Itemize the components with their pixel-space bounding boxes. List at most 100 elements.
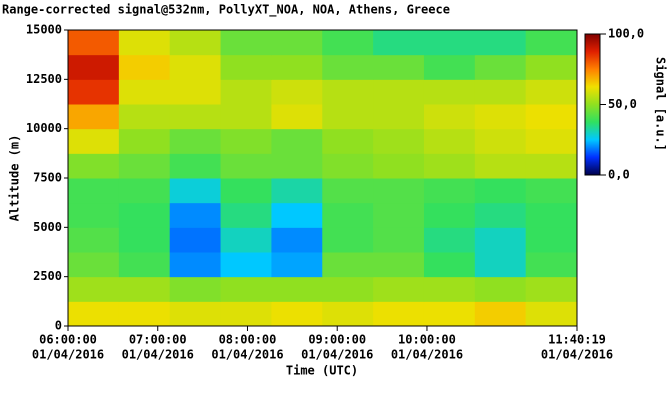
x-tick-label: 08:00:00 bbox=[219, 333, 277, 347]
heatmap-cell bbox=[271, 301, 323, 327]
heatmap-cell bbox=[322, 301, 374, 327]
heatmap-cell bbox=[474, 202, 527, 228]
y-tick-label: 12500 bbox=[26, 72, 62, 86]
heatmap-cell bbox=[68, 153, 120, 179]
heatmap-cell bbox=[169, 79, 222, 105]
heatmap-cell bbox=[373, 128, 425, 154]
heatmap-cell bbox=[118, 227, 171, 253]
heatmap-cell bbox=[322, 202, 374, 228]
heatmap-cell bbox=[322, 153, 374, 179]
heatmap-cell bbox=[322, 178, 374, 204]
heatmap-cell bbox=[474, 104, 527, 130]
x-tick-label: 10:00:00 bbox=[398, 333, 456, 347]
heatmap-cell bbox=[118, 252, 171, 278]
heatmap-cell bbox=[525, 178, 578, 204]
heatmap-cell bbox=[118, 54, 171, 80]
heatmap-cell bbox=[271, 54, 323, 80]
heatmap-cell bbox=[423, 153, 476, 179]
heatmap-cell bbox=[373, 301, 425, 327]
colorbar bbox=[584, 33, 601, 176]
heatmap-cell bbox=[423, 128, 476, 154]
heatmap-cell bbox=[118, 128, 171, 154]
heatmap-cell bbox=[220, 54, 272, 80]
heatmap-cell bbox=[474, 227, 527, 253]
heatmap-cell bbox=[474, 30, 527, 56]
heatmap-cell bbox=[474, 54, 527, 80]
x-tick-label: 01/04/2016 bbox=[32, 348, 104, 362]
heatmap-cell bbox=[474, 178, 527, 204]
heatmap-cell bbox=[271, 178, 323, 204]
x-tick-label: 01/04/2016 bbox=[122, 348, 194, 362]
y-tick-label: 7500 bbox=[33, 171, 62, 185]
heatmap-cell bbox=[68, 104, 120, 130]
heatmap-cell bbox=[423, 202, 476, 228]
heatmap-cell bbox=[68, 79, 120, 105]
heatmap-cell bbox=[271, 227, 323, 253]
heatmap-cell bbox=[68, 252, 120, 278]
heatmap-cell bbox=[68, 54, 120, 80]
heatmap-cell bbox=[525, 276, 578, 302]
heatmap-cell bbox=[118, 79, 171, 105]
y-tick-label: 2500 bbox=[33, 269, 62, 283]
plot-area bbox=[68, 30, 578, 327]
heatmap-cell bbox=[373, 104, 425, 130]
heatmap-cell bbox=[169, 153, 222, 179]
heatmap-cell bbox=[169, 227, 222, 253]
heatmap-cell bbox=[474, 276, 527, 302]
heatmap-cell bbox=[373, 153, 425, 179]
heatmap-cell bbox=[169, 178, 222, 204]
heatmap-cell bbox=[423, 227, 476, 253]
heatmap-cell bbox=[525, 54, 578, 80]
heatmap-cell bbox=[68, 30, 120, 56]
heatmap-cell bbox=[474, 252, 527, 278]
heatmap-cell bbox=[373, 252, 425, 278]
heatmap-cell bbox=[373, 54, 425, 80]
x-tick-label: 01/04/2016 bbox=[391, 348, 463, 362]
colorbar-tick-label: 50,0 bbox=[608, 97, 637, 111]
heatmap-cell bbox=[118, 104, 171, 130]
heatmap-cell bbox=[525, 30, 578, 56]
heatmap-cell bbox=[423, 178, 476, 204]
heatmap-cell bbox=[169, 202, 222, 228]
heatmap-cell bbox=[118, 178, 171, 204]
heatmap-cell bbox=[525, 301, 578, 327]
heatmap-cell bbox=[220, 202, 272, 228]
heatmap-cell bbox=[525, 104, 578, 130]
heatmap-cell bbox=[68, 202, 120, 228]
heatmap-cell bbox=[220, 79, 272, 105]
heatmap-cell bbox=[373, 178, 425, 204]
heatmap-cell bbox=[169, 54, 222, 80]
heatmap-cell bbox=[271, 79, 323, 105]
heatmap-cell bbox=[271, 104, 323, 130]
heatmap-cell bbox=[220, 30, 272, 56]
heatmap-cell bbox=[525, 227, 578, 253]
heatmap-cell bbox=[474, 153, 527, 179]
heatmap-cell bbox=[220, 301, 272, 327]
heatmap-cell bbox=[220, 276, 272, 302]
heatmap-cell bbox=[423, 79, 476, 105]
x-tick-label: 01/04/2016 bbox=[211, 348, 283, 362]
heatmap-cell bbox=[322, 128, 374, 154]
heatmap-cell bbox=[220, 227, 272, 253]
heatmap-cell bbox=[423, 301, 476, 327]
x-tick-label: 01/04/2016 bbox=[541, 348, 613, 362]
heatmap-cell bbox=[118, 301, 171, 327]
chart-title: Range-corrected signal@532nm, PollyXT_NO… bbox=[2, 3, 450, 18]
heatmap-cell bbox=[271, 276, 323, 302]
heatmap-cell bbox=[322, 30, 374, 56]
heatmap-cell bbox=[169, 128, 222, 154]
heatmap-cell bbox=[373, 276, 425, 302]
heatmap-cell bbox=[220, 252, 272, 278]
y-tick-label: 15000 bbox=[26, 23, 62, 37]
heatmap-cell bbox=[169, 252, 222, 278]
heatmap-cell bbox=[169, 30, 222, 56]
colorbar-tick-label: 0,0 bbox=[608, 168, 630, 182]
heatmap-cell bbox=[68, 227, 120, 253]
x-axis-title: Time (UTC) bbox=[286, 364, 358, 378]
colorbar-tick-label: 100,0 bbox=[608, 27, 644, 41]
heatmap-cell bbox=[220, 153, 272, 179]
x-tick-label: 06:00:00 bbox=[39, 333, 97, 347]
heatmap-cell bbox=[322, 252, 374, 278]
heatmap-cell bbox=[271, 252, 323, 278]
